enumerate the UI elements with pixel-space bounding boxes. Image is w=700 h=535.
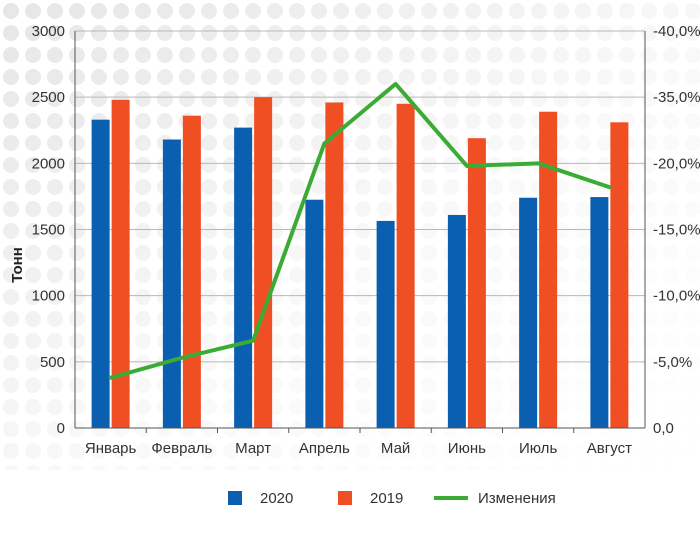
y-right-tick-label: -15,0% — [653, 222, 700, 239]
x-tick-label: Май — [381, 440, 410, 457]
y-left-tick-label: 1500 — [32, 222, 65, 239]
y-right-tick-label: -20,0% — [653, 155, 700, 172]
y-axis-title: Тонн — [9, 247, 26, 283]
y-left-tick-label: 3000 — [32, 23, 65, 40]
bars — [91, 97, 629, 429]
legend-swatch-2019 — [338, 491, 352, 505]
y-left-tick-label: 2500 — [32, 89, 65, 106]
bar-2020 — [162, 139, 181, 428]
bar-2019 — [254, 97, 273, 429]
bar-2020 — [234, 127, 253, 428]
bar-2019 — [610, 122, 629, 428]
bar-2019 — [111, 99, 130, 429]
bar-2020 — [91, 119, 110, 428]
x-tick-label: Январь — [85, 440, 137, 457]
y-left-tick-label: 0 — [57, 420, 65, 437]
y-right-tick-label: -5,0% — [653, 354, 692, 371]
change-line — [108, 81, 612, 380]
x-tick-label: Июль — [519, 440, 557, 457]
y-left-tick-label: 500 — [40, 354, 65, 371]
y-right-tick-label: -10,0% — [653, 288, 700, 305]
bar-2020 — [519, 197, 538, 428]
bar-2019 — [396, 103, 415, 429]
bar-2019 — [467, 138, 486, 428]
line-Изменения — [108, 81, 612, 380]
legend-label: 2020 — [260, 490, 293, 507]
x-tick-label: Август — [587, 440, 632, 457]
y-left-tick-label: 2000 — [32, 155, 65, 172]
legend: 2020 2019 Изменения — [228, 490, 556, 507]
legend-label: 2019 — [370, 490, 403, 507]
bar-2020 — [305, 199, 324, 428]
legend-swatch-2020 — [228, 491, 242, 505]
bar-2019 — [182, 115, 201, 429]
y-right-tick-label: -35,0% — [653, 89, 700, 106]
x-tick-label: Июнь — [448, 440, 486, 457]
bar-2020 — [590, 197, 609, 428]
x-tick-label: Февраль — [151, 440, 212, 457]
bar-2020 — [447, 214, 466, 428]
bar-2020 — [376, 220, 395, 428]
y-right-tick-label: 0,0 — [653, 420, 674, 437]
x-tick-label: Март — [235, 440, 271, 457]
y-left-tick-label: 1000 — [32, 288, 65, 305]
bar-2019 — [325, 102, 344, 429]
bar-2019 — [539, 111, 558, 429]
legend-label: Изменения — [478, 490, 556, 507]
axes: 0 0,0 500 -5,0% 1000 -10,0% 1500 -15,0% 2000 -20,… — [32, 23, 700, 457]
x-tick-label: Апрель — [299, 440, 350, 457]
y-right-tick-label: -40,0% — [653, 23, 700, 40]
